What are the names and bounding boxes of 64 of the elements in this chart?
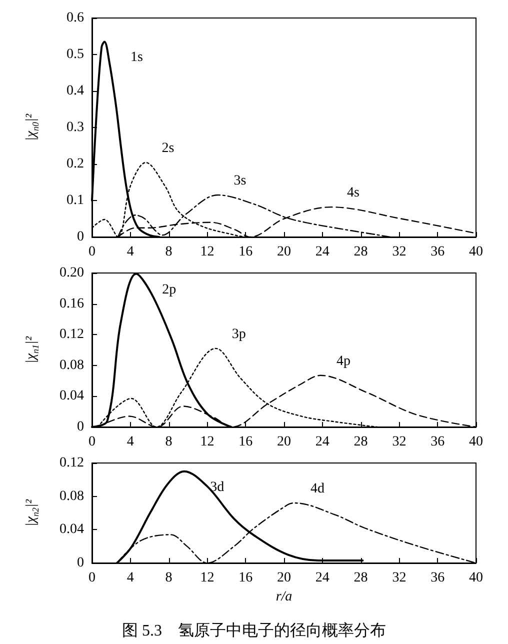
x-tick-label: 32 (392, 570, 406, 586)
x-tick-label: 20 (277, 570, 291, 586)
x-tick-label: 12 (200, 570, 214, 586)
x-tick-label: 24 (315, 434, 330, 450)
x-tick-label: 4 (126, 434, 134, 450)
x-tick-label: 20 (277, 244, 291, 260)
x-tick-label: 8 (165, 434, 172, 450)
x-tick-label: 40 (469, 434, 483, 450)
y-tick-label: 0.20 (60, 266, 84, 280)
x-tick-label: 28 (354, 434, 368, 450)
y-tick-label: 0.5 (66, 47, 84, 62)
x-tick-label: 28 (354, 244, 368, 260)
x-tick-label: 36 (430, 434, 445, 450)
y-axis-title: |χn0|² (24, 113, 40, 142)
x-tick-label: 40 (469, 570, 483, 586)
y-tick-label: 0 (77, 230, 84, 244)
y-tick-label: 0.12 (60, 327, 84, 342)
y-tick-label: 0.6 (66, 10, 84, 26)
y-tick-label: 0.2 (66, 156, 84, 172)
x-tick-label: 4 (126, 570, 134, 586)
x-tick-label: 4 (126, 244, 134, 260)
x-tick-label: 36 (430, 244, 445, 260)
series-label: 1s (130, 50, 143, 66)
y-tick-label: 0.3 (66, 120, 84, 135)
y-axis-title: |χn2|² (24, 498, 40, 527)
x-tick-label: 24 (315, 244, 330, 260)
y-tick-label: 0.16 (60, 296, 84, 312)
y-tick-label: 0.12 (60, 456, 84, 470)
x-tick-label: 16 (238, 570, 253, 586)
series-label: 4s (347, 186, 360, 201)
x-tick-label: 40 (469, 244, 483, 260)
x-tick-label: 24 (315, 570, 330, 586)
x-tick-label: 28 (354, 570, 368, 586)
series-label: 3s (234, 174, 246, 189)
x-tick-label: 0 (88, 434, 96, 450)
series-label: 3d (210, 480, 224, 495)
series-label: 4p (336, 354, 350, 369)
y-tick-label: 0 (77, 420, 84, 434)
series-label: 2p (162, 282, 176, 298)
x-tick-label: 20 (277, 434, 291, 450)
x-tick-label: 8 (165, 570, 172, 586)
x-tick-label: 32 (392, 244, 406, 260)
x-axis-title: r/a (276, 589, 292, 604)
x-tick-label: 12 (200, 434, 214, 450)
y-tick-label: 0.4 (66, 84, 84, 98)
series-label: 3p (232, 326, 246, 342)
y-tick-label: 0.1 (66, 193, 84, 208)
caption: 图 5.3 氢原子中电子的径向概率分布 (122, 622, 386, 640)
x-tick-label: 32 (392, 434, 406, 450)
x-tick-label: 16 (238, 244, 253, 260)
y-tick-label: 0.08 (60, 488, 84, 504)
y-tick-label: 0.04 (60, 388, 84, 404)
x-tick-label: 0 (88, 570, 96, 586)
x-tick-label: 12 (200, 244, 214, 260)
y-tick-label: 0 (77, 556, 84, 570)
x-tick-label: 8 (165, 244, 172, 260)
y-tick-label: 0.04 (60, 522, 84, 538)
y-axis-title: |χn1|² (24, 336, 40, 364)
y-tick-label: 0.08 (60, 358, 84, 373)
x-tick-label: 16 (238, 434, 253, 450)
series-label: 2s (162, 141, 174, 156)
series-label: 4d (310, 482, 325, 496)
x-tick-label: 36 (430, 570, 445, 586)
x-tick-label: 0 (88, 244, 96, 260)
